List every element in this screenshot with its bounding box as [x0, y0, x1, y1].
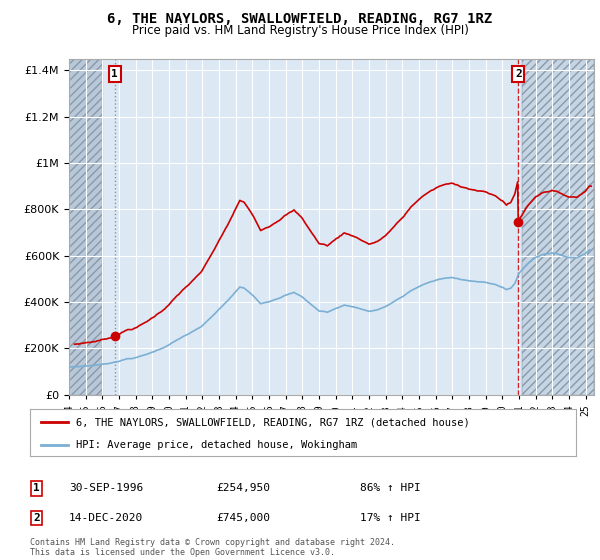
Text: 2: 2 — [515, 69, 522, 79]
Text: 1: 1 — [112, 69, 118, 79]
Text: 17% ↑ HPI: 17% ↑ HPI — [360, 513, 421, 523]
Text: 1: 1 — [33, 483, 40, 493]
Text: HPI: Average price, detached house, Wokingham: HPI: Average price, detached house, Woki… — [76, 440, 358, 450]
Text: 30-SEP-1996: 30-SEP-1996 — [69, 483, 143, 493]
Bar — [69, 59, 103, 395]
Bar — [523, 59, 594, 395]
Bar — [523, 59, 594, 395]
Text: £745,000: £745,000 — [216, 513, 270, 523]
Text: 2: 2 — [33, 513, 40, 523]
Text: £254,950: £254,950 — [216, 483, 270, 493]
Text: Price paid vs. HM Land Registry's House Price Index (HPI): Price paid vs. HM Land Registry's House … — [131, 24, 469, 36]
Text: 14-DEC-2020: 14-DEC-2020 — [69, 513, 143, 523]
Bar — [69, 59, 103, 395]
Text: Contains HM Land Registry data © Crown copyright and database right 2024.
This d: Contains HM Land Registry data © Crown c… — [30, 538, 395, 557]
Text: 6, THE NAYLORS, SWALLOWFIELD, READING, RG7 1RZ: 6, THE NAYLORS, SWALLOWFIELD, READING, R… — [107, 12, 493, 26]
Text: 6, THE NAYLORS, SWALLOWFIELD, READING, RG7 1RZ (detached house): 6, THE NAYLORS, SWALLOWFIELD, READING, R… — [76, 417, 470, 427]
Text: 86% ↑ HPI: 86% ↑ HPI — [360, 483, 421, 493]
